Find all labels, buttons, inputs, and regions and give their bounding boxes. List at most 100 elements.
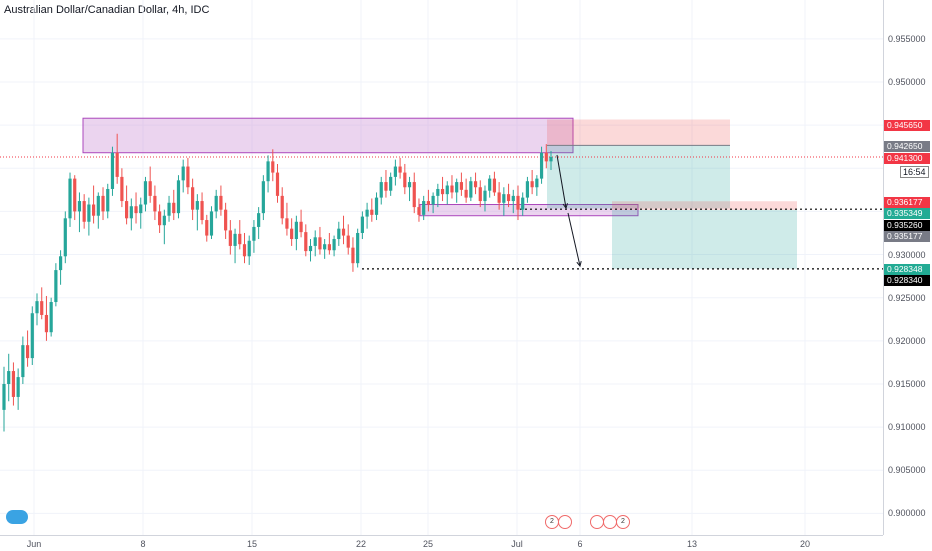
- candle-body: [167, 202, 171, 216]
- price-tick-label: 0.950000: [888, 76, 926, 87]
- price-axis[interactable]: [883, 0, 932, 535]
- candle-body: [271, 161, 275, 173]
- price-marker-label[interactable]: 0.935349: [884, 208, 930, 219]
- candle-body: [426, 201, 430, 205]
- candle-body: [77, 201, 82, 212]
- candle-body: [63, 218, 67, 257]
- price-marker-label[interactable]: 0.935177: [884, 231, 930, 242]
- candle-body: [511, 195, 515, 202]
- time-tick-label: 13: [686, 539, 698, 549]
- time-tick-label: 15: [246, 539, 258, 549]
- candle-body: [464, 189, 468, 198]
- candle-body: [153, 195, 157, 212]
- time-tick-label: 8: [140, 539, 146, 549]
- candle-body: [318, 237, 322, 250]
- candle-body: [257, 213, 261, 227]
- candle-body: [530, 181, 534, 188]
- candle-body: [304, 232, 308, 252]
- candle-body: [516, 195, 520, 210]
- price-tick-label: 0.900000: [888, 508, 926, 519]
- candle-body: [473, 181, 478, 188]
- candle-body: [25, 345, 30, 359]
- candle-body: [341, 228, 346, 236]
- time-axis[interactable]: [0, 535, 883, 551]
- economic-event-icon[interactable]: 2: [616, 515, 630, 529]
- candle-body: [290, 228, 294, 240]
- candle-body: [40, 301, 44, 315]
- price-tick-label: 0.920000: [888, 335, 926, 346]
- candle-body: [228, 230, 232, 246]
- candle-body: [115, 152, 119, 177]
- candle-body: [275, 172, 280, 196]
- candle-body: [195, 201, 199, 210]
- candle-body: [261, 181, 265, 214]
- tradingview-logo-icon[interactable]: [6, 510, 28, 524]
- candle-body: [110, 152, 115, 189]
- economic-event-icon[interactable]: 2: [545, 515, 559, 529]
- candle-body: [233, 233, 237, 246]
- candle-body: [436, 188, 440, 196]
- price-marker-label[interactable]: 0.936177: [884, 197, 930, 208]
- time-tick-label: 6: [577, 539, 583, 549]
- candle-body: [101, 195, 105, 212]
- candle-body: [54, 270, 58, 303]
- candle-body: [398, 166, 402, 173]
- candle-body: [30, 313, 34, 359]
- candle-body: [459, 182, 464, 190]
- candle-body: [313, 237, 317, 246]
- candle-body: [445, 185, 449, 195]
- flag-icon[interactable]: [590, 515, 604, 529]
- candle-body: [176, 180, 181, 214]
- candle-body: [200, 201, 204, 221]
- projection-arrow: [556, 154, 567, 209]
- price-marker-label[interactable]: 0.942650: [884, 141, 930, 152]
- price-marker-label[interactable]: 0.928340: [884, 275, 930, 286]
- price-tick-label: 0.915000: [888, 378, 926, 389]
- candle-body: [2, 383, 6, 410]
- candle-body: [393, 166, 397, 177]
- candle-body: [242, 244, 247, 257]
- candle-body: [87, 204, 91, 222]
- bar-countdown: 16:54: [900, 166, 929, 178]
- price-marker-label[interactable]: 0.941300: [884, 153, 930, 164]
- candle-body: [422, 201, 426, 215]
- candle-body: [158, 211, 162, 226]
- candle-body: [209, 211, 214, 236]
- time-tick-label: 20: [799, 539, 811, 549]
- price-marker-label[interactable]: 0.928348: [884, 264, 930, 275]
- symbol-title: Australian Dollar/Canadian Dollar, 4h, I…: [4, 4, 210, 16]
- time-tick-label: 25: [422, 539, 434, 549]
- projection-arrow: [567, 212, 581, 267]
- resistance-zone: [82, 117, 574, 154]
- candle-body: [299, 221, 303, 233]
- candle-body: [96, 195, 100, 216]
- candle-body: [191, 187, 195, 210]
- candle-body: [525, 181, 530, 198]
- candle-body: [521, 197, 525, 210]
- candle-body: [214, 195, 218, 212]
- candle-body: [120, 176, 124, 202]
- price-marker-label[interactable]: 0.945650: [884, 120, 930, 131]
- candle-body: [224, 209, 228, 231]
- candle-body: [450, 185, 454, 193]
- candle-body: [492, 178, 497, 193]
- flag-icon[interactable]: [603, 515, 617, 529]
- candle-body: [82, 201, 86, 222]
- price-tick-label: 0.925000: [888, 292, 926, 303]
- price-tick-label: 0.905000: [888, 465, 926, 476]
- candle-body: [68, 178, 72, 219]
- candle-body: [44, 314, 49, 333]
- candle-body: [327, 244, 331, 251]
- time-tick-label: Jun: [26, 539, 42, 549]
- candle-body: [294, 221, 298, 240]
- candle-body: [455, 182, 459, 193]
- candle-body: [535, 178, 539, 188]
- price-marker-label[interactable]: 0.935260: [884, 220, 930, 231]
- price-tick-label: 0.930000: [888, 249, 926, 260]
- candle-body: [11, 371, 16, 397]
- candle-body: [440, 188, 445, 195]
- candle-body: [280, 195, 284, 219]
- flag-icon[interactable]: [558, 515, 572, 529]
- position-target-zone: [547, 145, 730, 209]
